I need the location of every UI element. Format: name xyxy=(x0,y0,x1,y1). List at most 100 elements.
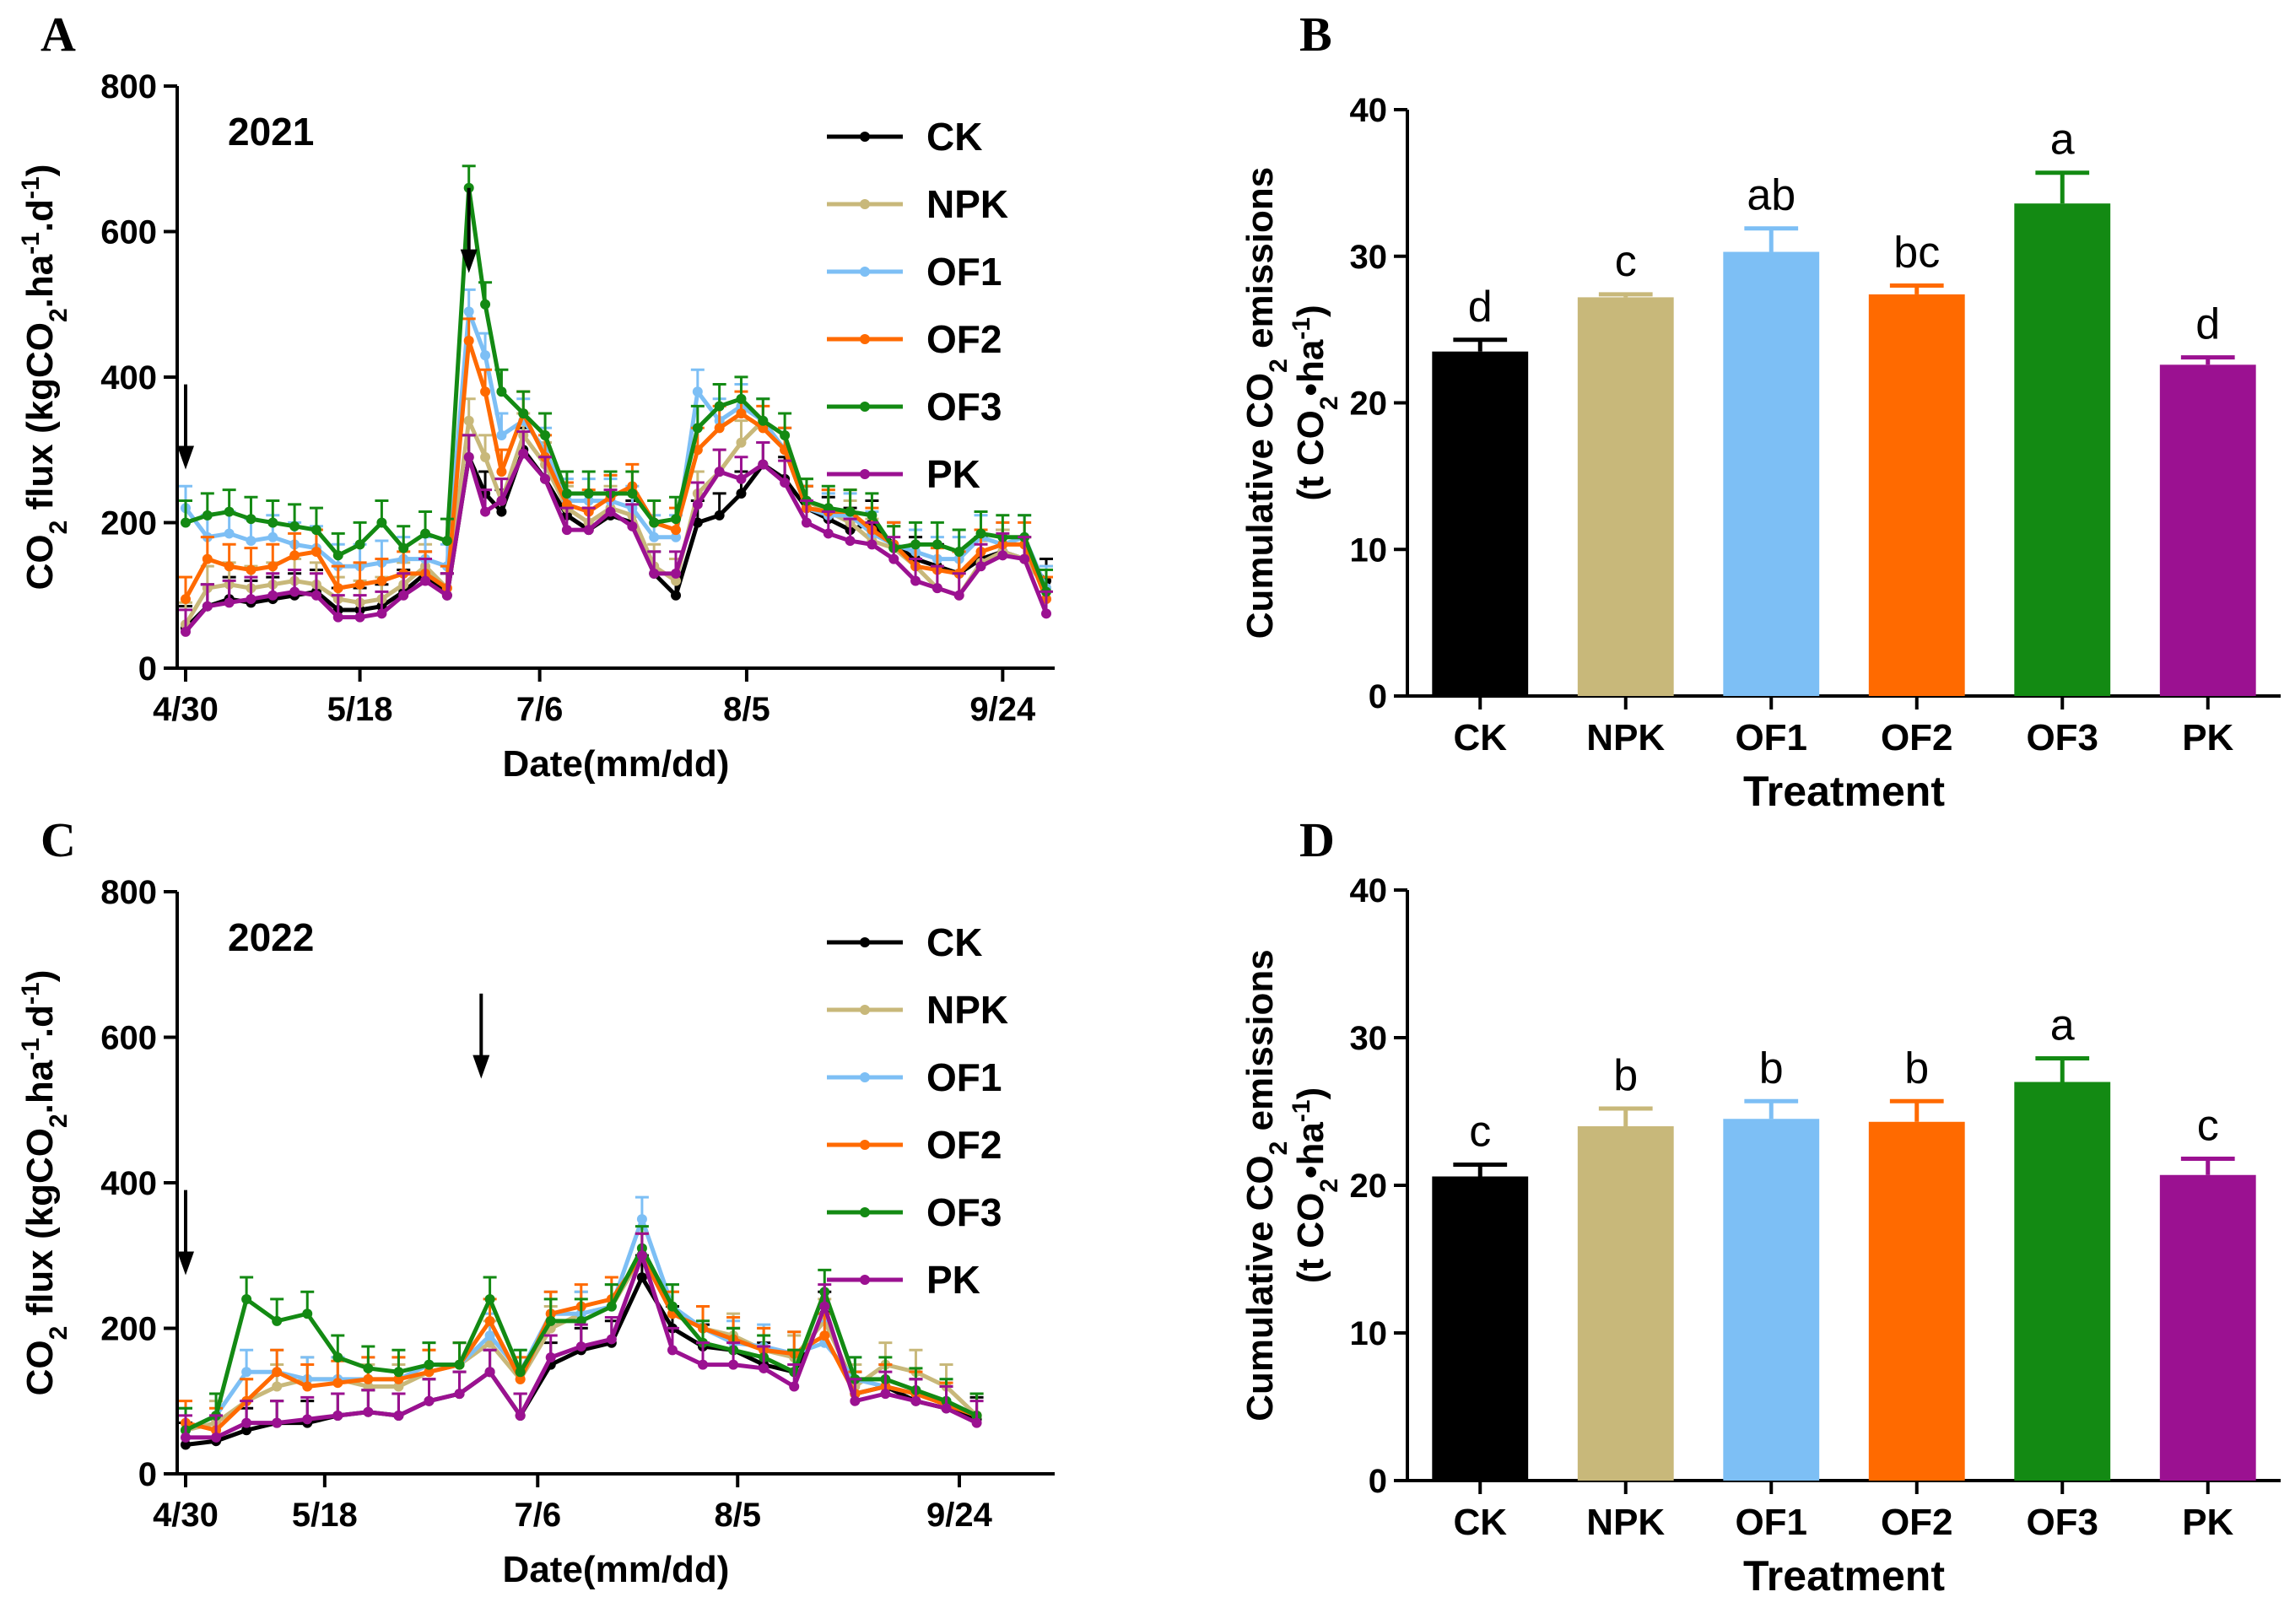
bar-of1 xyxy=(1723,1119,1820,1481)
data-point-of3 xyxy=(515,1367,526,1378)
data-point-of3 xyxy=(667,1301,678,1312)
data-point-of1 xyxy=(224,528,235,539)
y-axis-title-part: .d xyxy=(19,199,61,232)
y-axis-title-line2-part: •ha xyxy=(1290,339,1331,396)
data-point-pk xyxy=(540,473,551,484)
legend-marker-of2 xyxy=(860,1140,870,1150)
data-point-of2 xyxy=(758,423,769,434)
data-point-of1 xyxy=(480,350,491,361)
y-axis-title-line2-part: -1 xyxy=(1288,1099,1315,1122)
data-point-pk xyxy=(496,495,507,506)
data-point-pk xyxy=(289,586,300,597)
data-point-pk xyxy=(888,553,899,564)
data-point-of2 xyxy=(671,525,682,536)
y-axis-title-line2-part: 2 xyxy=(1315,1179,1343,1193)
legend-marker-of1 xyxy=(860,267,870,277)
data-point-pk xyxy=(758,459,769,470)
x-tick-label: PK xyxy=(2182,1502,2233,1543)
data-point-of3 xyxy=(354,539,365,550)
y-axis-title-line1-part: emissions xyxy=(1239,949,1281,1141)
y-axis-title-line2-part: (t CO xyxy=(1290,410,1331,501)
data-point-npk xyxy=(393,1381,404,1392)
significance-letter-pk: d xyxy=(2195,300,2220,349)
bar-of3 xyxy=(2014,203,2111,696)
data-point-pk xyxy=(801,517,812,528)
x-tick-label: OF1 xyxy=(1735,717,1807,758)
data-point-ck xyxy=(692,517,703,528)
data-point-of3 xyxy=(627,488,638,499)
data-point-of3 xyxy=(692,423,703,434)
legend-label-of1: OF1 xyxy=(926,1055,1002,1099)
arrow-head-icon xyxy=(177,1251,194,1276)
data-point-of3 xyxy=(202,510,213,521)
y-axis-title-part: flux (kgCO xyxy=(19,1128,61,1326)
data-point-pk xyxy=(667,1345,678,1356)
panel-letter-c: C xyxy=(40,812,76,867)
data-point-of2 xyxy=(202,553,213,564)
significance-letter-pk: c xyxy=(2197,1102,2219,1151)
data-point-of3 xyxy=(714,401,725,412)
data-point-of3 xyxy=(272,1315,283,1326)
y-axis-title-line1-part: 2 xyxy=(1265,1141,1293,1156)
y-axis-title-part: 2 xyxy=(45,1114,73,1128)
data-point-pk xyxy=(941,1403,952,1414)
data-point-npk xyxy=(463,415,474,426)
legend-marker-pk xyxy=(860,469,870,479)
data-point-ck xyxy=(241,1425,252,1436)
year-annotation: 2021 xyxy=(228,110,314,154)
significance-letter-of1: b xyxy=(1759,1044,1784,1093)
bar-of1 xyxy=(1723,251,1820,697)
data-point-pk xyxy=(202,601,213,612)
data-point-of2 xyxy=(181,594,191,605)
x-axis-title: Treatment xyxy=(1743,768,1945,815)
data-point-pk xyxy=(480,506,491,517)
y-axis-title-line1-part: Cumulative CO xyxy=(1239,373,1281,639)
y-axis-title-part: ) xyxy=(19,165,61,177)
x-axis-title: Treatment xyxy=(1743,1552,1945,1600)
data-point-ck xyxy=(181,1439,191,1450)
legend-marker-of2 xyxy=(860,334,870,344)
y-tick-label: 400 xyxy=(100,359,157,397)
x-axis-title: Date(mm/dd) xyxy=(503,743,730,785)
data-point-of2 xyxy=(819,1330,830,1341)
legend-marker-of3 xyxy=(860,402,870,412)
data-point-of2 xyxy=(496,467,507,477)
data-point-pk xyxy=(649,568,660,579)
data-point-pk xyxy=(606,1334,617,1345)
data-point-of3 xyxy=(332,1352,343,1362)
data-point-pk xyxy=(332,612,343,623)
data-point-pk xyxy=(698,1359,709,1370)
y-axis-title-line1-part: 2 xyxy=(1265,359,1293,373)
data-point-of3 xyxy=(241,1294,252,1304)
data-point-of3 xyxy=(484,1294,495,1304)
data-point-pk xyxy=(728,1359,739,1370)
x-tick-label: 8/5 xyxy=(723,691,770,728)
bar-pk xyxy=(2159,364,2256,696)
legend-label-of2: OF2 xyxy=(926,317,1002,361)
x-tick-label: NPK xyxy=(1586,1502,1665,1543)
x-axis-title: Date(mm/dd) xyxy=(503,1549,730,1590)
data-point-of2 xyxy=(363,1373,374,1384)
data-point-of3 xyxy=(583,488,594,499)
data-point-pk xyxy=(376,608,387,619)
y-axis-title-part: .ha xyxy=(19,1060,61,1114)
data-point-of2 xyxy=(463,335,474,346)
data-point-pk xyxy=(272,1417,283,1428)
legend-label-npk: NPK xyxy=(926,182,1008,226)
data-point-of3 xyxy=(310,525,321,536)
y-axis-title-line2-part: (t CO xyxy=(1290,1193,1331,1284)
y-axis-title-part: 2 xyxy=(45,1326,73,1341)
arrow-head-icon xyxy=(472,1055,490,1079)
data-point-of2 xyxy=(484,1315,495,1326)
y-axis-title-part: CO xyxy=(19,1340,61,1395)
significance-letter-npk: b xyxy=(1613,1051,1638,1100)
data-point-of2 xyxy=(302,1381,313,1392)
x-tick-label: 7/6 xyxy=(514,1497,561,1534)
data-point-pk xyxy=(181,626,191,637)
data-point-of3 xyxy=(649,517,660,528)
data-point-of1 xyxy=(649,531,660,542)
data-point-pk xyxy=(627,521,638,531)
data-point-of3 xyxy=(953,547,964,557)
y-axis-title-line2: (t CO2•ha-1) xyxy=(1288,305,1343,500)
x-tick-label: 7/6 xyxy=(516,691,564,728)
